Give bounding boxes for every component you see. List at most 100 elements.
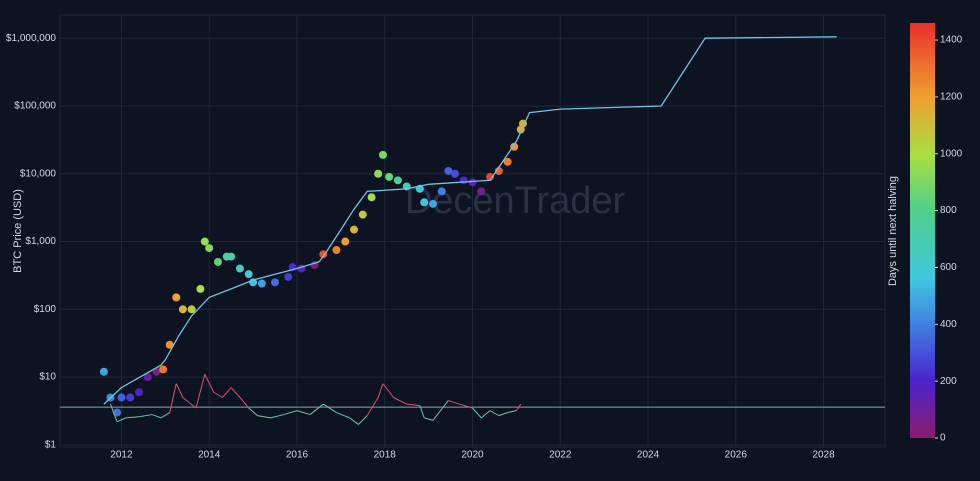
price-point	[378, 150, 387, 159]
x-tick-label: 2014	[198, 450, 221, 461]
y-tick-label: $100	[34, 304, 57, 315]
multiplier-segment	[349, 417, 359, 425]
price-point	[284, 272, 293, 281]
price-point	[271, 278, 280, 287]
multiplier-segment	[204, 374, 215, 393]
multiplier-segment	[182, 397, 197, 409]
price-point	[341, 237, 350, 246]
y-tick-label: $1,000,000	[6, 33, 56, 44]
multiplier-segment	[393, 397, 407, 405]
price-point	[450, 169, 459, 178]
price-point	[468, 178, 477, 187]
multiplier-segment	[377, 383, 384, 398]
price-point	[257, 279, 266, 288]
multiplier-segment	[160, 412, 170, 419]
price-point	[437, 187, 446, 196]
y-axis-label: BTC Price (USD)	[12, 189, 24, 273]
multiplier-segment	[432, 400, 449, 421]
price-point	[429, 199, 438, 208]
multiplier-segment	[366, 397, 379, 416]
multiplier-segment	[296, 410, 311, 416]
price-point	[126, 393, 135, 402]
multiplier-segment	[498, 412, 508, 417]
price-point	[477, 187, 486, 196]
multiplier-segment	[270, 414, 284, 419]
price-point	[235, 264, 244, 273]
multiplier-segment	[448, 400, 460, 405]
x-tick-label: 2016	[286, 450, 309, 461]
x-tick-label: 2024	[637, 450, 660, 461]
multiplier-segment	[472, 407, 482, 419]
price-point	[459, 176, 468, 185]
price-point	[494, 166, 503, 175]
colorbar-tick-label: 1200	[940, 92, 963, 103]
price-point	[159, 365, 168, 374]
multiplier-segment	[283, 410, 298, 416]
price-point	[319, 250, 328, 259]
y-tick-label: $10	[39, 372, 56, 383]
multiplier-segment	[230, 387, 241, 398]
x-tick-label: 2026	[725, 450, 748, 461]
price-point	[393, 176, 402, 185]
colorbar-tick-label: 0	[940, 433, 946, 444]
colorbar-tick-label: 800	[940, 205, 957, 216]
colorbar-tick-label: 200	[940, 376, 957, 387]
colorbar-tick-label: 1000	[940, 148, 963, 159]
watermark: DecenTrader	[405, 180, 626, 222]
plot-frame	[59, 14, 886, 448]
multiplier-segment	[480, 410, 491, 419]
colorbar-label: Days until next halving	[887, 176, 899, 286]
price-point	[113, 408, 122, 417]
price-point	[200, 237, 209, 246]
price-point	[332, 246, 341, 255]
colorbar	[910, 23, 935, 438]
multiplier-segment	[169, 383, 177, 413]
price-point	[358, 210, 367, 219]
x-tick-label: 2018	[374, 450, 397, 461]
y-tick-label: $1	[45, 440, 57, 451]
price-point	[152, 367, 161, 376]
multiplier-segment	[248, 407, 258, 417]
multiplier-segment	[109, 403, 118, 422]
multiplier-segment	[459, 403, 473, 409]
multiplier-segment	[424, 417, 434, 421]
price-point	[134, 388, 143, 397]
price-point	[117, 393, 126, 402]
multiplier-segment	[336, 412, 350, 419]
multiplier-segment	[239, 397, 250, 409]
multiplier-segment	[213, 391, 223, 398]
multiplier-segment	[406, 403, 420, 407]
price-point	[350, 225, 359, 234]
multiplier-segment	[382, 383, 394, 398]
multiplier-segment	[175, 383, 184, 398]
colorbar-tick-label: 1400	[940, 35, 963, 46]
colorbar-tick-label: 600	[940, 262, 957, 273]
multiplier-segment	[507, 410, 517, 414]
colorbar-tick-label: 400	[940, 319, 957, 330]
multiplier-segment	[257, 415, 271, 419]
multiplier-segment	[116, 417, 127, 423]
price-point	[510, 142, 519, 151]
price-point	[367, 193, 376, 202]
y-tick-label: $100,000	[14, 101, 56, 112]
price-point	[420, 198, 429, 207]
y-tick-label: $1,000	[25, 236, 56, 247]
price-point	[143, 373, 152, 382]
price-point	[178, 305, 187, 314]
x-tick-label: 2022	[549, 450, 572, 461]
price-point	[244, 270, 253, 279]
y-tick-label: $10,000	[20, 168, 57, 179]
multiplier-segment	[151, 414, 162, 419]
multiplier-segment	[309, 403, 324, 415]
multiplier-segment	[195, 374, 206, 409]
price-point	[385, 172, 394, 181]
price-point	[486, 172, 495, 181]
price-point	[196, 284, 205, 293]
multiplier-segment	[419, 405, 425, 419]
price-point	[227, 252, 236, 261]
x-tick-label: 2028	[812, 450, 835, 461]
price-point	[444, 166, 453, 175]
price-point	[205, 244, 214, 253]
